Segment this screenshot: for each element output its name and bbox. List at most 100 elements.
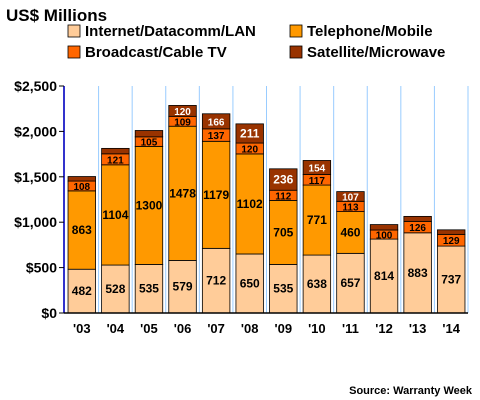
data-label: 120 <box>241 144 258 155</box>
data-label: 638 <box>307 277 327 291</box>
bar-segment <box>437 245 466 314</box>
x-tick-label: '06 <box>174 321 192 336</box>
bar-segment <box>336 211 365 254</box>
data-label: 771 <box>307 213 327 227</box>
y-tick-label: $500 <box>26 260 57 276</box>
source-note: Source: Warranty Week <box>349 385 473 397</box>
x-tick-label: '11 <box>342 321 359 336</box>
legend: Internet/Datacomm/LAN Telephone/Mobile Bro… <box>67 23 445 61</box>
data-label: 1179 <box>203 188 229 202</box>
data-label: 129 <box>443 236 460 247</box>
x-tick-label: '09 <box>275 321 293 336</box>
bars: 4828631085281104121535130010557914781091… <box>67 105 466 314</box>
data-label: 154 <box>309 163 326 174</box>
bar-segment <box>235 123 264 144</box>
legend-label: Broadcast/Cable TV <box>85 44 227 61</box>
x-tick-label: '07 <box>207 321 225 336</box>
x-tick-label: '10 <box>308 321 326 336</box>
bar-segment <box>168 125 197 261</box>
x-tick-label: '08 <box>241 321 259 336</box>
y-tick-label: $1,000 <box>14 214 57 230</box>
bar-segment <box>101 164 130 266</box>
bar-segment <box>134 145 164 265</box>
data-label: 814 <box>374 269 394 283</box>
bar-segment <box>101 147 130 155</box>
data-label: 117 <box>309 176 326 187</box>
bar-segment <box>235 153 264 255</box>
data-label: 883 <box>408 266 428 280</box>
x-tick-label: '03 <box>73 321 91 336</box>
data-label: 166 <box>208 117 225 128</box>
bar-segment <box>201 140 231 249</box>
data-label: 1102 <box>237 197 263 211</box>
data-label: 120 <box>174 107 191 118</box>
x-tick-label: '05 <box>140 321 158 336</box>
y-tick-label: $0 <box>41 305 57 321</box>
gridlines <box>65 86 469 313</box>
data-label: 109 <box>174 117 191 128</box>
data-label: 482 <box>72 284 92 298</box>
data-label: 113 <box>342 202 359 213</box>
data-label: 105 <box>141 138 158 149</box>
x-tick-label: '13 <box>409 321 427 336</box>
x-tick-label: '12 <box>375 321 393 336</box>
data-label: 737 <box>441 273 461 287</box>
bar-segment <box>134 130 164 138</box>
data-label: 107 <box>342 192 359 203</box>
data-label: 112 <box>275 191 292 202</box>
x-tick-label: '04 <box>107 321 125 336</box>
bar-segment <box>67 268 96 314</box>
bar-segment <box>168 260 197 314</box>
data-label: 121 <box>107 155 124 166</box>
y-tick-label: $2,000 <box>14 123 57 139</box>
x-tick-labels: '03 '04 '05 '06 '07 '08 '09 '10 '11 '12 '13 '14 <box>73 321 461 336</box>
bar-segment <box>403 215 432 222</box>
bar-segment <box>369 224 399 231</box>
legend-swatch <box>67 24 81 38</box>
bar-segment <box>302 254 332 314</box>
data-label: 535 <box>139 282 159 296</box>
bar-segment <box>336 252 365 314</box>
data-label: 712 <box>206 274 226 288</box>
axes <box>59 85 468 314</box>
bar-segment <box>269 168 298 191</box>
data-label: 535 <box>273 282 293 296</box>
bar-segment <box>201 113 231 130</box>
data-label: 1478 <box>169 186 196 200</box>
bar-segment <box>302 184 332 256</box>
data-label: 705 <box>273 225 293 239</box>
data-label: 137 <box>208 131 225 142</box>
data-label: 126 <box>409 223 426 234</box>
y-tick-label: $2,500 <box>14 78 57 94</box>
data-label: 863 <box>72 223 92 237</box>
legend-swatch <box>289 24 303 38</box>
legend-label: Telephone/Mobile <box>307 23 433 40</box>
data-label: 657 <box>340 276 360 290</box>
legend-label: Satellite/Microwave <box>307 44 445 61</box>
bar-segment <box>67 176 96 182</box>
legend-label: Internet/Datacomm/LAN <box>85 23 256 40</box>
y-tick-label: $1,500 <box>14 169 57 185</box>
data-label: 579 <box>173 280 193 294</box>
data-label: 528 <box>105 282 125 296</box>
bar-segment <box>437 229 466 235</box>
data-label: 100 <box>376 231 393 242</box>
bar-segment <box>269 200 298 265</box>
bar-segment <box>67 190 96 270</box>
bar-segment <box>336 191 365 202</box>
data-label: 108 <box>73 182 90 193</box>
data-label: 1300 <box>136 198 163 212</box>
data-label: 236 <box>273 173 293 187</box>
data-label: 1104 <box>102 208 128 222</box>
data-label: 460 <box>340 225 360 239</box>
data-label: 650 <box>240 276 260 290</box>
legend-swatch <box>289 45 303 59</box>
x-tick-label: '14 <box>442 321 460 336</box>
bar-segment <box>302 160 332 175</box>
bar-segment <box>168 105 197 117</box>
data-label: 211 <box>240 126 260 140</box>
bar-segment <box>403 232 432 314</box>
bar-segment <box>269 264 298 314</box>
legend-swatch <box>67 45 81 59</box>
